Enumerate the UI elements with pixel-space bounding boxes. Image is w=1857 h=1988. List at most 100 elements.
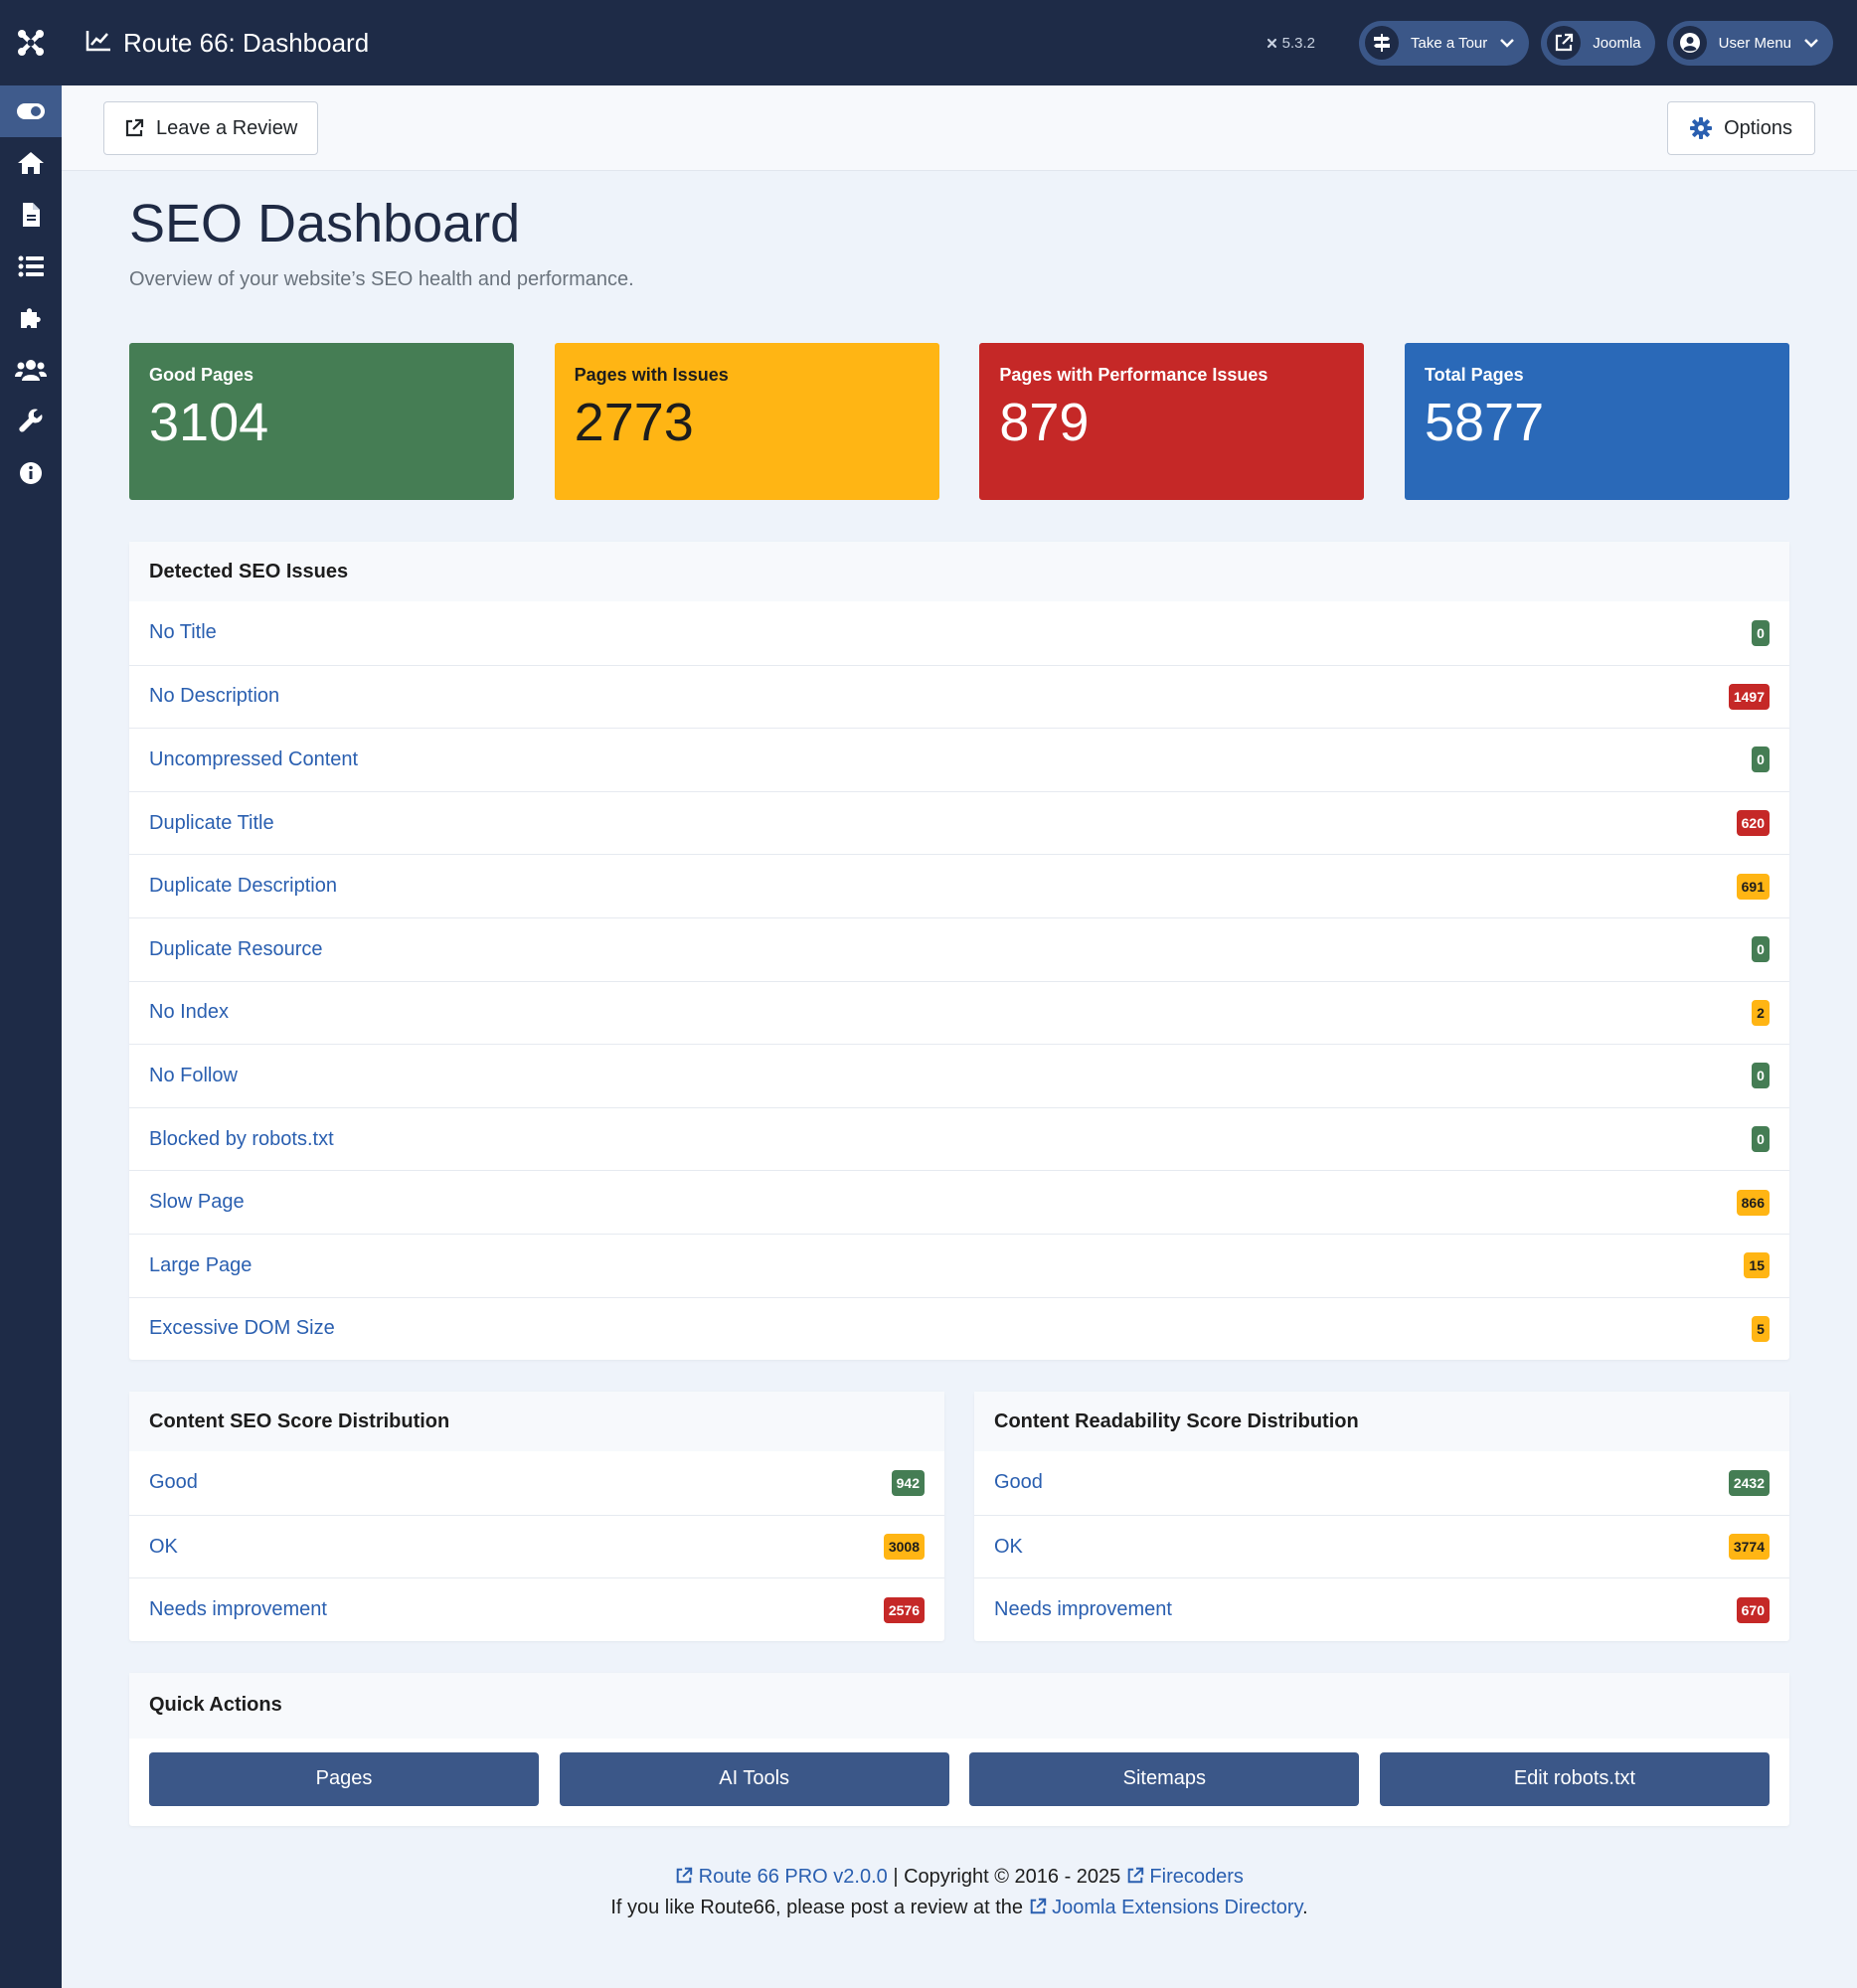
issue-link[interactable]: Large Page [149, 1253, 253, 1276]
issue-link[interactable]: Needs improvement [994, 1598, 1172, 1621]
user-menu-label: User Menu [1718, 34, 1791, 52]
joomla-logo-icon[interactable] [0, 0, 62, 85]
issues-list: No Title 0 No Description 1497 Uncompressed … [129, 601, 1789, 1360]
footer: Route 66 PRO v2.0.0 | Copyright © 2016 -… [129, 1862, 1789, 1923]
footer-line-2: If you like Route66, please post a revie… [129, 1893, 1789, 1923]
list-item: Uncompressed Content 0 [129, 728, 1789, 791]
edit-robots-button[interactable]: Edit robots.txt [1379, 1751, 1770, 1806]
quick-actions-buttons: Pages AI Tools Sitemaps Edit robots.txt [129, 1739, 1789, 1806]
seo-distribution-list: Good 942 OK 3008 Needs improvement 2576 [129, 1451, 944, 1641]
count-badge: 2 [1752, 999, 1770, 1026]
product-link[interactable]: Route 66 PRO v2.0.0 [675, 1866, 888, 1888]
list-item: Good 942 [129, 1451, 944, 1515]
options-label: Options [1724, 116, 1792, 139]
file-icon[interactable] [0, 189, 62, 241]
count-badge: 691 [1736, 873, 1770, 900]
take-tour-label: Take a Tour [1411, 34, 1488, 52]
page-subtitle: Overview of your website’s SEO health an… [129, 268, 634, 290]
external-link-icon [1030, 1898, 1046, 1914]
count-badge: 620 [1736, 810, 1770, 837]
joomla-label: Joomla [1593, 34, 1641, 52]
version-label: 5.3.2 [1266, 35, 1315, 52]
options-button[interactable]: Options [1667, 101, 1815, 155]
user-menu-button[interactable]: User Menu [1666, 20, 1833, 66]
issue-link[interactable]: OK [994, 1535, 1023, 1558]
product-link-text: Route 66 PRO v2.0.0 [698, 1865, 888, 1888]
stat-label: Pages with Issues [574, 365, 729, 385]
chevron-down-icon [1500, 39, 1515, 48]
issue-link[interactable]: Good [149, 1471, 198, 1494]
jed-link-text: Joomla Extensions Directory [1052, 1896, 1303, 1918]
home-icon[interactable] [0, 137, 62, 189]
seo-score-distribution-card: Content SEO Score Distribution Good 942 OK… [129, 1392, 944, 1641]
issue-link[interactable]: Duplicate Title [149, 811, 274, 834]
info-icon[interactable] [0, 447, 62, 499]
issue-link[interactable]: No Description [149, 685, 280, 708]
issue-link[interactable]: Good [994, 1471, 1043, 1494]
gear-icon [1690, 117, 1713, 139]
count-badge: 2432 [1728, 1469, 1770, 1496]
review-text: If you like Route66, please post a revie… [610, 1896, 1029, 1918]
issue-link[interactable]: Uncompressed Content [149, 747, 359, 770]
stat-value: 879 [999, 393, 1090, 452]
sitemaps-button[interactable]: Sitemaps [969, 1751, 1360, 1806]
readability-distribution-list: Good 2432 OK 3774 Needs improvement 670 [974, 1451, 1789, 1641]
stat-card-performance-issues: Pages with Performance Issues 879 [979, 343, 1365, 500]
page-title: SEO Dashboard [129, 194, 521, 253]
leave-review-label: Leave a Review [156, 116, 298, 139]
stat-value: 2773 [574, 393, 694, 452]
copyright-text: | Copyright © 2016 - 2025 [887, 1865, 1126, 1888]
card-title: Quick Actions [129, 1672, 1789, 1739]
readability-score-distribution-card: Content Readability Score Distribution G… [974, 1392, 1789, 1641]
quick-actions-card: Quick Actions Pages AI Tools Sitemaps Ed… [129, 1672, 1789, 1826]
sidebar [0, 0, 62, 1988]
count-badge: 15 [1744, 1252, 1770, 1279]
stat-value: 5877 [1424, 393, 1545, 452]
puzzle-icon[interactable] [0, 292, 62, 344]
leave-review-button[interactable]: Leave a Review [103, 101, 319, 155]
ai-tools-button[interactable]: AI Tools [559, 1751, 949, 1806]
external-link-icon [1127, 1867, 1144, 1884]
list-item: No Description 1497 [129, 664, 1789, 729]
signpost-icon [1365, 26, 1399, 60]
main-content: SEO Dashboard Overview of your website’s… [129, 171, 1789, 1923]
count-badge: 3008 [883, 1534, 925, 1561]
stat-value: 3104 [149, 393, 269, 452]
stat-label: Total Pages [1424, 365, 1524, 385]
page-header-title: Route 66: Dashboard [123, 27, 370, 58]
list-item: Duplicate Description 691 [129, 854, 1789, 917]
issue-link[interactable]: No Index [149, 1001, 230, 1024]
stat-card-pages-with-issues: Pages with Issues 2773 [554, 343, 939, 500]
issue-link[interactable]: Needs improvement [149, 1598, 327, 1621]
card-title: Detected SEO Issues [129, 542, 1789, 601]
take-tour-button[interactable]: Take a Tour [1359, 20, 1530, 66]
issue-link[interactable]: Slow Page [149, 1191, 245, 1214]
issue-link[interactable]: No Follow [149, 1064, 238, 1086]
list-icon[interactable] [0, 241, 62, 292]
list-item: Slow Page 866 [129, 1170, 1789, 1234]
stat-card-good-pages: Good Pages 3104 [129, 343, 514, 500]
company-link[interactable]: Firecoders [1126, 1866, 1244, 1888]
issue-link[interactable]: Excessive DOM Size [149, 1317, 335, 1340]
toolbar: Leave a Review Options [62, 85, 1857, 171]
list-item: Good 2432 [974, 1451, 1789, 1515]
count-badge: 1497 [1728, 683, 1770, 710]
pages-button[interactable]: Pages [149, 1751, 539, 1806]
card-title: Content SEO Score Distribution [129, 1392, 944, 1452]
chart-line-icon [85, 30, 111, 57]
issue-link[interactable]: Blocked by robots.txt [149, 1127, 334, 1150]
footer-period: . [1302, 1896, 1308, 1918]
count-badge: 5 [1752, 1315, 1770, 1342]
issue-link[interactable]: No Title [149, 621, 217, 644]
list-item: No Follow 0 [129, 1044, 1789, 1107]
sidebar-toggle-icon[interactable] [0, 85, 62, 137]
count-badge: 0 [1752, 936, 1770, 963]
users-icon[interactable] [0, 344, 62, 396]
issue-link[interactable]: OK [149, 1535, 178, 1558]
joomla-site-button[interactable]: Joomla [1541, 20, 1655, 66]
issue-link[interactable]: Duplicate Resource [149, 937, 323, 960]
jed-link[interactable]: Joomla Extensions Directory [1029, 1896, 1303, 1918]
issue-link[interactable]: Duplicate Description [149, 875, 337, 898]
wrench-icon[interactable] [0, 396, 62, 447]
stats-row: Good Pages 3104 Pages with Issues 2773 P… [129, 343, 1789, 500]
